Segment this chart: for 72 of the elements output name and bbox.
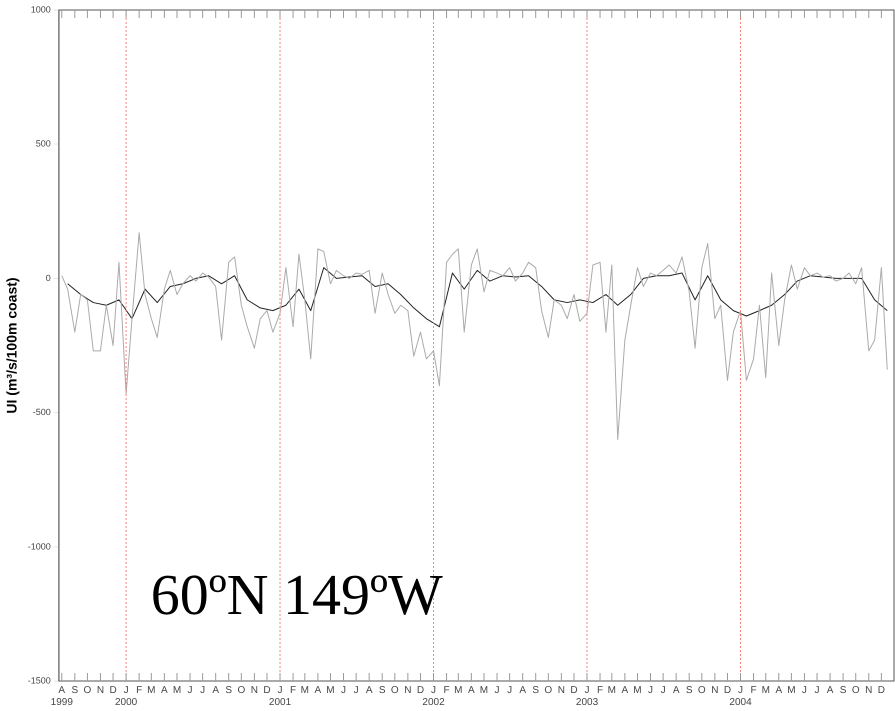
x-tick-label: F: [596, 684, 604, 696]
x-tick-label: F: [290, 684, 296, 696]
x-tick-label: A: [366, 684, 373, 696]
x-tick-label: A: [672, 684, 680, 696]
y-axis-title: UI (m³/s/100m coast): [3, 277, 20, 414]
x-tick-label: F: [136, 684, 142, 696]
x-tick-label: A: [519, 684, 526, 696]
x-tick-label: M: [147, 684, 156, 696]
x-tick-label: S: [532, 684, 540, 696]
x-tick-label: N: [558, 684, 565, 696]
x-tick-label: J: [507, 684, 512, 696]
y-tick-label: 1000: [30, 4, 51, 14]
y-tick-label: -1500: [28, 675, 51, 686]
y-tick-label: 0: [46, 272, 51, 283]
x-tick-label: J: [802, 684, 807, 696]
x-tick-label: O: [544, 684, 552, 696]
x-tick-label: O: [390, 684, 399, 696]
x-tick-label: N: [865, 684, 872, 696]
x-tick-label: J: [341, 684, 346, 696]
y-tick-label: -1000: [28, 541, 51, 552]
x-tick-label: M: [300, 684, 310, 696]
x-tick-label: M: [172, 684, 182, 696]
x-tick-label: M: [326, 684, 335, 696]
x-tick-label: D: [416, 684, 424, 696]
x-tick-label: J 2002: [422, 684, 446, 708]
x-tick-label: D: [109, 684, 117, 696]
x-tick-label: J 2003: [576, 684, 599, 708]
x-tick-label: A: [622, 684, 629, 696]
x-tick-label: J: [660, 684, 666, 696]
x-tick-label: N: [404, 684, 412, 696]
x-tick-label: M: [454, 684, 462, 696]
x-tick-label: A: [826, 684, 834, 696]
y-tick-label: 500: [36, 138, 51, 149]
x-tick-label: S: [840, 684, 847, 696]
x-tick-label: A 1999: [50, 684, 74, 708]
x-tick-label: F: [443, 684, 450, 696]
x-tick-label: J: [648, 684, 654, 696]
x-tick-label: O: [84, 684, 92, 696]
x-tick-label: A: [161, 684, 168, 696]
x-tick-label: J: [188, 684, 193, 696]
x-tick-label: J: [200, 684, 206, 696]
x-tick-label: A: [314, 684, 322, 696]
x-tick-label: M: [762, 684, 770, 696]
x-tick-label: M: [608, 684, 616, 696]
x-tick-label: O: [698, 684, 706, 696]
x-tick-label: J: [354, 684, 359, 696]
x-tick-label: N: [711, 684, 718, 696]
x-tick-label: A: [468, 684, 476, 696]
x-tick-label: O: [852, 684, 860, 696]
x-tick-label: A: [212, 684, 220, 696]
x-tick-label: A: [775, 684, 782, 696]
x-tick-label: S: [71, 684, 78, 696]
x-tick-label: D: [570, 684, 578, 696]
x-tick-label: D: [878, 684, 885, 696]
annotation: 60ºN 149ºW: [150, 562, 444, 627]
x-tick-label: N: [250, 684, 258, 696]
x-tick-label: M: [787, 684, 796, 696]
x-tick-label: S: [686, 684, 693, 696]
x-tick-label: M: [633, 684, 642, 696]
x-tick-label: J: [494, 684, 500, 696]
x-tick-label: J 2001: [268, 684, 292, 708]
x-tick-label: S: [378, 684, 386, 696]
x-tick-label: S: [225, 684, 232, 696]
x-tick-label: F: [750, 684, 757, 696]
x-tick-label: N: [96, 684, 104, 696]
x-tick-label: J: [814, 684, 820, 696]
x-tick-label: D: [724, 684, 732, 696]
x-tick-label: J 2004: [729, 684, 752, 708]
x-tick-label: O: [237, 684, 246, 696]
x-tick-label: M: [480, 684, 488, 696]
y-tick-label: -500: [32, 407, 51, 418]
x-tick-label: D: [263, 684, 271, 696]
